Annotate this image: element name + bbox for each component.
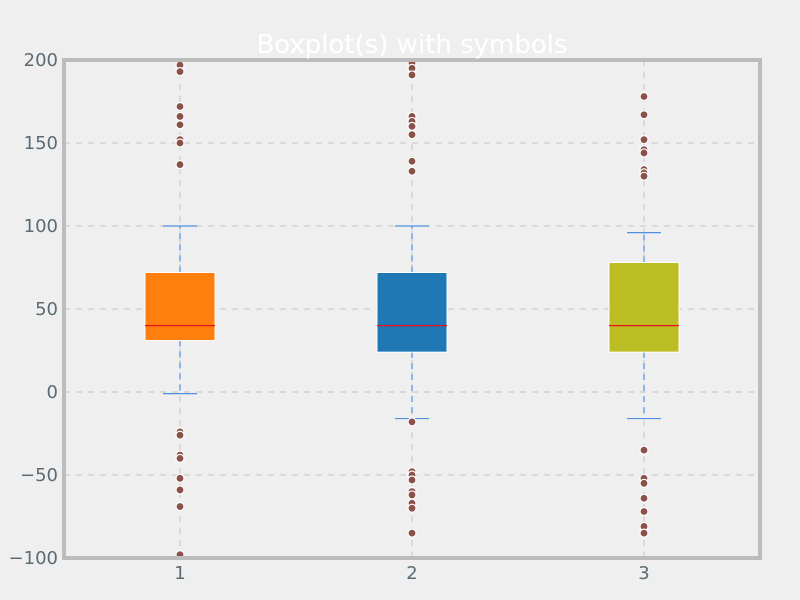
outlier-point <box>175 473 185 483</box>
box-body <box>608 262 680 353</box>
outlier-point <box>407 130 417 140</box>
box-series <box>144 58 680 560</box>
outlier-point <box>175 159 185 170</box>
outlier-point <box>639 110 649 120</box>
outlier-point <box>407 417 417 427</box>
outlier-point <box>175 120 185 130</box>
outlier-point <box>407 503 417 513</box>
outlier-point <box>639 506 649 517</box>
outlier-point <box>175 67 185 77</box>
box-1 <box>144 60 216 560</box>
outlier-point <box>175 101 185 112</box>
plot-frame <box>62 58 762 560</box>
x-tick-label: 2 <box>406 563 417 584</box>
x-tick-label: 1 <box>174 563 185 584</box>
outlier-point <box>175 501 185 512</box>
outlier-point <box>407 475 417 485</box>
box-body <box>144 271 216 342</box>
outlier-point <box>175 138 185 148</box>
outlier-point <box>639 148 649 158</box>
outlier-point <box>407 490 417 500</box>
outlier-point <box>175 453 185 463</box>
box-3 <box>608 91 680 538</box>
y-tick-label: −100 <box>9 548 58 569</box>
outlier-point <box>175 430 185 440</box>
outlier-point <box>639 493 649 503</box>
y-tick-label: 200 <box>24 50 58 71</box>
outlier-point <box>639 171 649 181</box>
y-tick-label: 100 <box>24 216 58 237</box>
outlier-point <box>407 156 417 166</box>
outlier-point <box>639 478 649 488</box>
outlier-point <box>639 445 649 455</box>
y-axis-ticks: −100 −50 0 50 100 150 200 <box>9 50 58 569</box>
outlier-point <box>407 166 417 176</box>
y-tick-label: 150 <box>24 133 58 154</box>
box-2 <box>376 58 448 538</box>
y-tick-label: 50 <box>35 299 58 320</box>
x-tick-label: 3 <box>638 563 649 584</box>
box-body <box>376 271 448 353</box>
outlier-point <box>407 121 417 132</box>
outlier-point <box>407 528 417 538</box>
x-axis-ticks: 1 2 3 <box>174 563 649 584</box>
outlier-point <box>639 91 649 102</box>
outlier-point <box>639 528 649 538</box>
outlier-point <box>175 485 185 495</box>
y-tick-label: −50 <box>20 465 58 486</box>
outlier-point <box>407 70 417 80</box>
outlier-point <box>639 135 649 145</box>
outlier-point <box>175 111 185 122</box>
y-tick-label: 0 <box>47 382 58 403</box>
chart-title: Boxplot(s) with symbols <box>256 30 567 60</box>
